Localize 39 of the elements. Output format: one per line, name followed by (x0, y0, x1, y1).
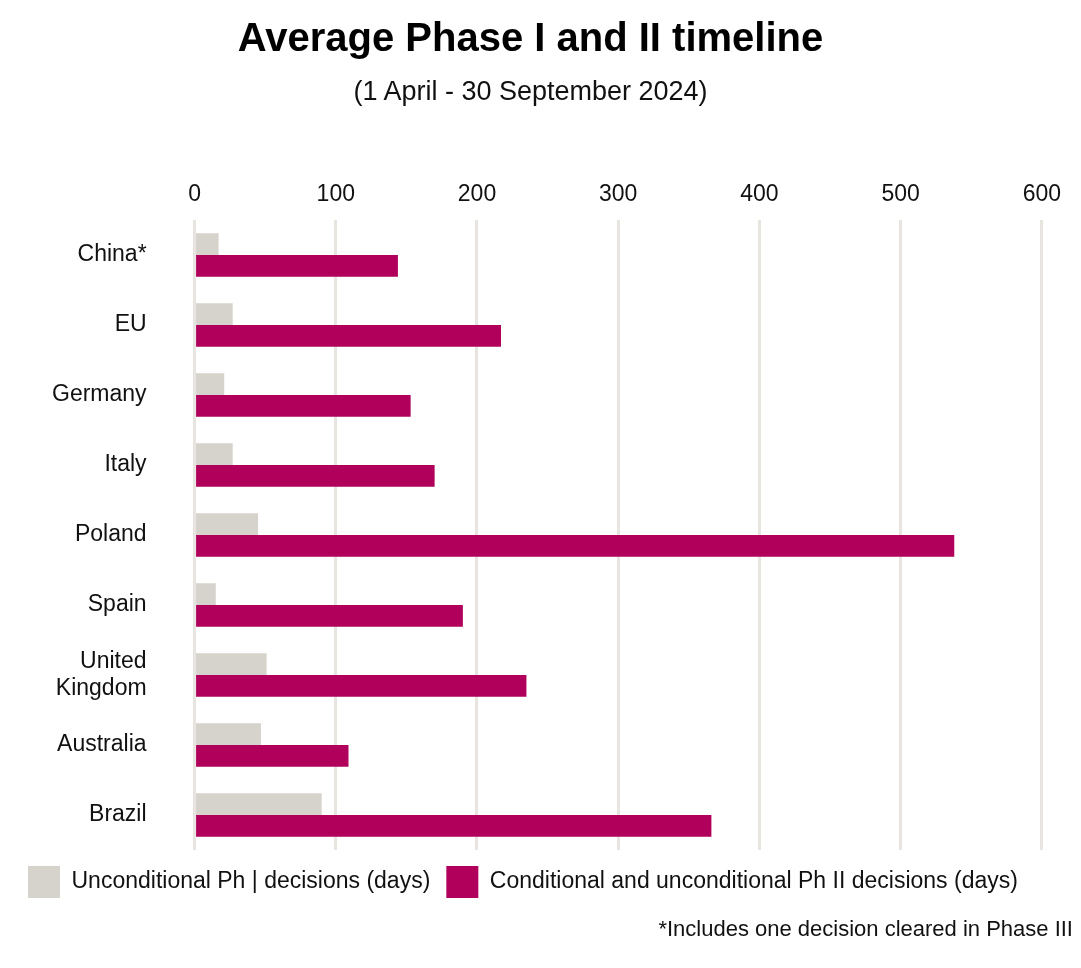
bar (196, 675, 527, 697)
y-tick-label: Australia (57, 730, 147, 757)
y-tick-label: Germany (51, 380, 148, 407)
x-tick-label: 0 (188, 179, 201, 206)
x-tick-label: 400 (740, 179, 779, 206)
y-tick-label: China* (77, 240, 147, 267)
y-tick-label: Italy (104, 450, 148, 477)
y-tick-label: Spain (87, 590, 147, 617)
bar (196, 395, 411, 417)
bar (196, 815, 712, 837)
y-tick-label: Brazil (89, 800, 147, 827)
bar (196, 513, 259, 535)
bar (196, 443, 233, 465)
x-tick-label: 500 (881, 179, 920, 206)
bar (196, 465, 435, 487)
bar (196, 535, 955, 557)
text: *Includes one decision cleared in Phase III (657, 916, 1073, 942)
x-tick-label: 200 (457, 179, 497, 206)
x-tick-label: 100 (316, 179, 355, 206)
y-tick-label: United Kingdom (55, 646, 147, 701)
bar (196, 793, 322, 815)
chart-subtitle: (1 April - 30 September 2024) (353, 75, 708, 106)
bar (196, 605, 463, 627)
bar (196, 233, 219, 255)
chart-title: Average Phase I and II timeline (237, 15, 824, 60)
x-tick-label: 300 (599, 179, 638, 206)
bar (196, 723, 261, 745)
y-tick-label: EU (114, 310, 147, 337)
bar (196, 653, 267, 675)
bar (196, 255, 398, 277)
bar (196, 745, 349, 767)
bar (196, 373, 225, 395)
y-tick-label: Poland (74, 520, 147, 547)
bar (196, 583, 216, 605)
bar (196, 303, 233, 325)
bar (196, 325, 501, 347)
x-tick-label: 600 (1022, 179, 1061, 206)
legend-label: Conditional and unconditional Ph II decisions (days) (489, 867, 1018, 894)
legend-label: Unconditional Ph | decisions (days) (71, 867, 431, 894)
